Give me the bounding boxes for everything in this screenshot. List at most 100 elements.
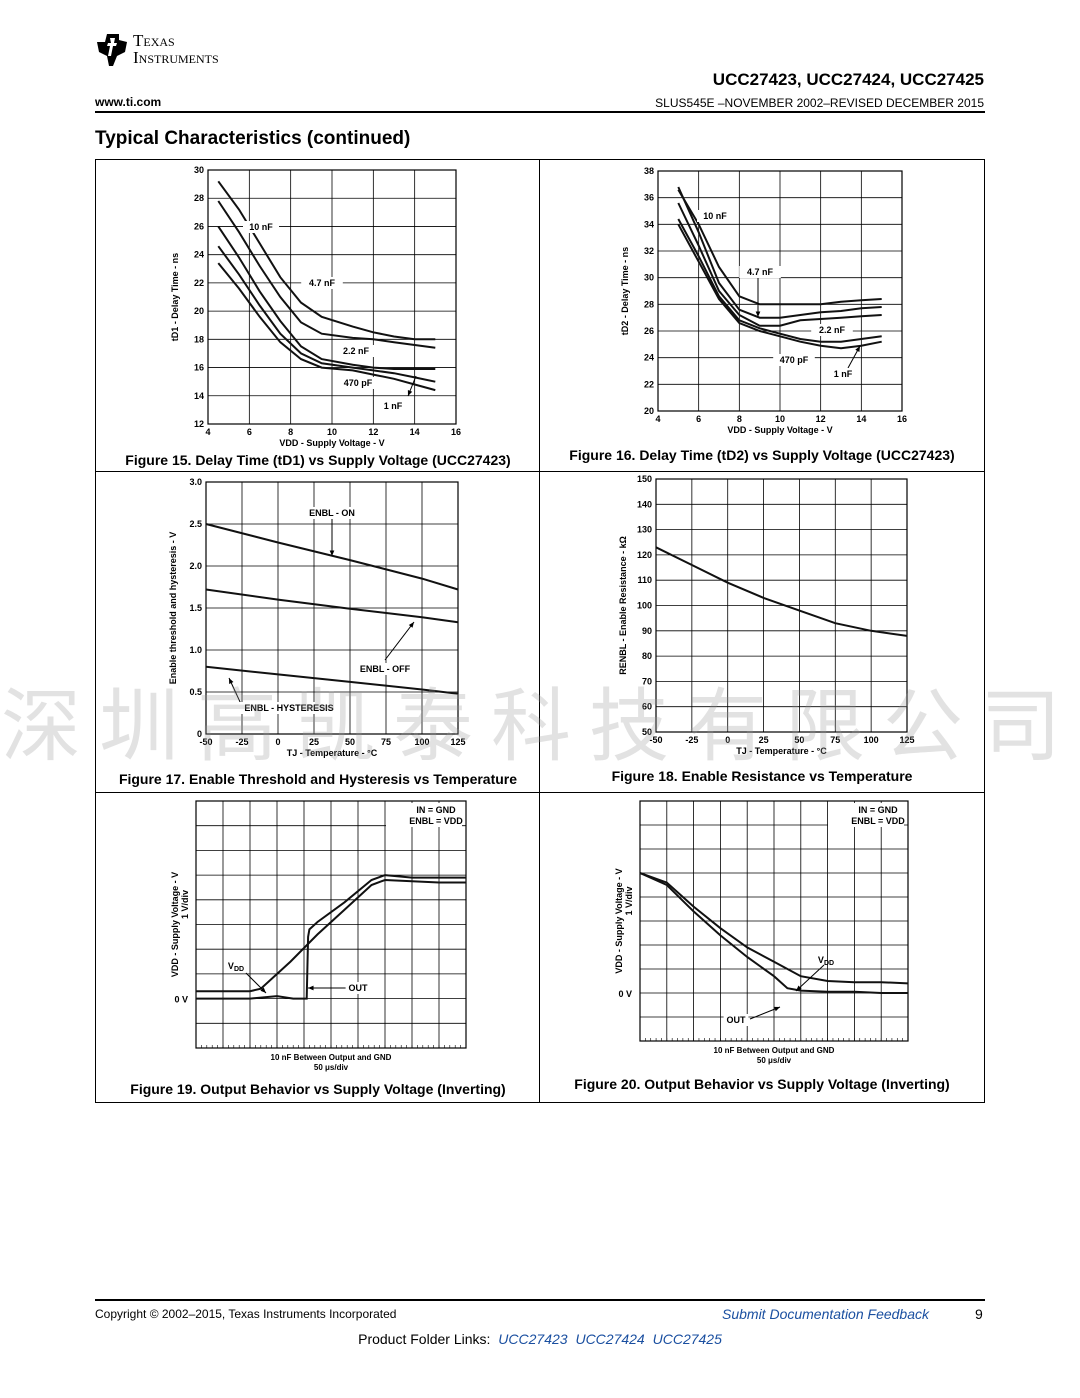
x-tick-label: 12 (368, 427, 378, 437)
series-label-bg (811, 324, 853, 336)
figure-18-chart: -50 -25 0 25 50 75 100 125 50 60 70 80 90 100 110 120 13… (540, 472, 984, 764)
product-link-ucc27424[interactable]: UCC27424 (575, 1331, 645, 1347)
series-line (677, 186, 882, 319)
x-tick-label: 125 (450, 737, 465, 747)
y-axis-label: tD2 - Delay Time - ns (620, 247, 630, 335)
series-line (217, 225, 436, 370)
series-label: VDD (228, 961, 244, 973)
series-label-bg (243, 221, 279, 233)
figure-20-caption: Figure 20. Output Behavior vs Supply Vol… (574, 1076, 950, 1092)
y-tick-label: 0 (197, 729, 202, 739)
x-tick-label: 4 (205, 427, 210, 437)
series-label-bg (827, 368, 859, 380)
series-label: 10 nF (703, 211, 727, 221)
logo-line1: Texas (133, 31, 175, 50)
figure-20-chart: IN = GND ENBL = VDD 0 V 10 nF Between Outpu… (540, 793, 984, 1073)
series-label-bg (773, 354, 815, 366)
x-tick-label: 16 (451, 427, 461, 437)
series-label: ENBL - HYSTERESIS (244, 703, 333, 713)
product-link-ucc27425[interactable]: UCC27425 (652, 1331, 722, 1347)
y-tick-label: 28 (194, 193, 204, 203)
series-label-bg (697, 210, 733, 222)
series-line (655, 546, 908, 637)
y-tick-label: 22 (644, 379, 654, 389)
x-tick-label: 75 (830, 735, 840, 745)
figure-15-caption: Figure 15. Delay Time (tD1) vs Supply Vo… (125, 452, 511, 468)
y-tick-label: 1.0 (189, 645, 202, 655)
inset-line-1: IN = GND (858, 805, 898, 815)
x-tick-label: 75 (381, 737, 391, 747)
series-line (217, 180, 436, 341)
x-tick-label: 16 (897, 414, 907, 424)
arrow-head (329, 550, 335, 556)
figure-grid (95, 159, 985, 1103)
series-label: VDD (818, 955, 834, 967)
series-label: ENBL - ON (309, 508, 355, 518)
footer-rule (95, 1299, 985, 1301)
y-tick-label: 80 (642, 651, 652, 661)
x-tick-label: 14 (410, 427, 420, 437)
x-tick-label: 125 (899, 735, 914, 745)
figure-17-chart: -50 -25 0 25 50 75 100 125 0 0.5 1.0 1.5 2.0 2.5 3.0 TJ… (96, 472, 539, 768)
series-line (205, 588, 459, 624)
x-tick-label: 10 (775, 414, 785, 424)
y-axis-label: RENBL - Enable Resistance - kΩ (618, 536, 628, 675)
y-tick-label: 26 (194, 221, 204, 231)
series-label-bg (301, 277, 343, 289)
y-tick-label: 38 (644, 166, 654, 176)
y-tick-label: 18 (194, 334, 204, 344)
x-axis-label-2: 50 μs/div (314, 1063, 349, 1072)
x-tick-label: -50 (199, 737, 212, 747)
inset-line-1: IN = GND (416, 805, 456, 815)
product-folder-links: Product Folder Links: UCC27423 UCC27424 … (0, 1331, 1080, 1347)
y-tick-label: 24 (194, 250, 204, 260)
y-tick-label: 26 (644, 326, 654, 336)
series-trace (196, 878, 466, 993)
series-label: 1 nF (834, 369, 853, 379)
y-tick-label: 30 (644, 273, 654, 283)
y-tick-label: 32 (644, 246, 654, 256)
y-axis-label: VDD - Supply Voltage - V (170, 872, 180, 977)
y-tick-label: 140 (637, 499, 652, 509)
y-axis-label: VDD - Supply Voltage - V (614, 868, 624, 973)
x-axis-label: TJ - Temperature - °C (287, 748, 378, 758)
y-tick-label: 90 (642, 626, 652, 636)
arrow-head (755, 311, 761, 317)
x-tick-label: 50 (794, 735, 804, 745)
arrow-head (308, 985, 314, 991)
x-tick-label: 25 (759, 735, 769, 745)
series-label-bg (345, 982, 371, 994)
x-axis-label: VDD - Supply Voltage - V (279, 438, 384, 448)
submit-feedback-link[interactable]: Submit Documentation Feedback (722, 1306, 929, 1322)
y-tick-label: 120 (637, 550, 652, 560)
product-link-ucc27423[interactable]: UCC27423 (498, 1331, 568, 1347)
series-label: 4.7 nF (747, 267, 774, 277)
ti-logo: Texas Instruments (95, 30, 219, 68)
inset-bg (828, 803, 904, 827)
series-label: 4.7 nF (309, 278, 336, 288)
page-number: 9 (975, 1306, 983, 1322)
y-axis-label-2: 1 V/div (180, 890, 190, 919)
arrow-head (774, 1006, 780, 1012)
y-tick-label: 150 (637, 474, 652, 484)
figure-15-chart: 4 6 8 10 12 14 16 12 14 16 18 20 22 24 26 28 30 VDD - Sup… (96, 160, 539, 450)
series-label-bg (302, 507, 362, 519)
y-axis-label: tD1 - Delay Time - ns (170, 253, 180, 341)
x-axis-label: 10 nF Between Output and GND (271, 1053, 392, 1062)
y-tick-label: 14 (194, 391, 204, 401)
y-tick-label: 30 (194, 165, 204, 175)
plot-frame (205, 481, 459, 735)
x-tick-label: 8 (737, 414, 742, 424)
x-tick-label: 6 (247, 427, 252, 437)
y-tick-label: 110 (637, 575, 652, 585)
x-tick-label: 100 (864, 735, 879, 745)
series-label-bg (739, 266, 781, 278)
plot-frame (207, 169, 457, 425)
y-tick-label: 100 (637, 601, 652, 611)
y-tick-label: 16 (194, 363, 204, 373)
product-folder-prefix: Product Folder Links: (358, 1331, 491, 1347)
arrow-head (407, 390, 413, 396)
series-line (677, 223, 882, 350)
website-link[interactable]: www.ti.com (95, 95, 162, 109)
x-tick-label: 6 (696, 414, 701, 424)
